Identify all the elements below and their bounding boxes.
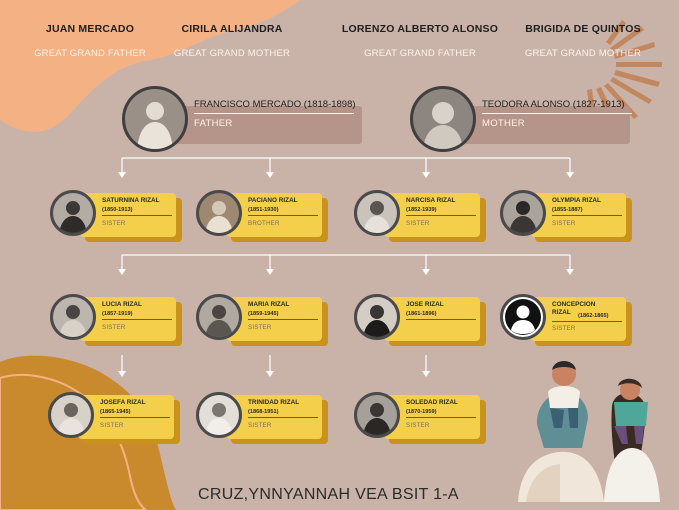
great-grandparent-name: BRIGIDA DE QUINTOS: [525, 23, 641, 35]
child-role: SISTER: [406, 220, 430, 227]
child-portrait: [354, 294, 400, 340]
child-name: NARCISA RIZAL: [406, 197, 456, 204]
child-portrait: [354, 392, 400, 438]
great-grandparent-lorenzo: LORENZO ALBERTO ALONSO GREAT GRAND FATHE…: [340, 23, 500, 59]
child-name: MARIA RIZAL: [248, 301, 290, 308]
child-years: (1857-1919): [102, 311, 133, 317]
child-name: JOSEFA RIZAL: [100, 399, 146, 406]
parent-role: MOTHER: [482, 118, 525, 129]
great-grandparent-role: GREAT GRAND FATHER: [34, 48, 146, 59]
child-card-narcisa: NARCISA RIZAL (1852-1939) SISTER: [354, 190, 486, 242]
child-name: SOLEDAD RIZAL: [406, 399, 458, 406]
child-name: TRINIDAD RIZAL: [248, 399, 300, 406]
child-name: CONCEPCION RIZAL: [552, 301, 596, 316]
parent-father: FRANCISCO MERCADO (1818-1898) FATHER: [122, 86, 362, 152]
child-card-josefa: JOSEFA RIZAL (1865-1945) SISTER: [48, 392, 180, 444]
great-grandparent-name: JUAN MERCADO: [45, 23, 135, 35]
child-portrait: [50, 190, 96, 236]
child-name: JOSE RIZAL: [406, 301, 444, 308]
child-role: SISTER: [248, 324, 272, 331]
parent-name: TEODORA ALONSO (1827-1913): [482, 99, 625, 110]
child-name: PACIANO RIZAL: [248, 197, 298, 204]
child-portrait: [500, 190, 546, 236]
child-portrait: [196, 190, 242, 236]
child-role: SISTER: [552, 220, 576, 227]
child-card-saturnina: SATURNINA RIZAL (1850-1913) SISTER: [50, 190, 182, 242]
child-card-paciano: PACIANO RIZAL (1851-1930) BROTHER: [196, 190, 328, 242]
great-grandparent-brigida: BRIGIDA DE QUINTOS GREAT GRAND MOTHER: [518, 23, 648, 59]
great-grandparent-name: CIRILA ALIJANDRA: [181, 23, 283, 35]
child-years: (1865-1945): [100, 409, 131, 415]
mother-portrait: [410, 86, 476, 152]
father-portrait: [122, 86, 188, 152]
child-card-jose: JOSE RIZAL (1861-1896): [354, 294, 486, 346]
child-card-lucia: LUCIA RIZAL (1857-1919) SISTER: [50, 294, 182, 346]
person-silhouette-icon: [500, 294, 546, 340]
child-name: LUCIA RIZAL: [102, 301, 142, 308]
child-portrait: [50, 294, 96, 340]
child-role: BROTHER: [248, 220, 280, 227]
child-years: (1852-1939): [406, 207, 437, 213]
child-years: (1850-1913): [102, 207, 133, 213]
child-portrait: [196, 294, 242, 340]
great-grandparent-role: GREAT GRAND MOTHER: [524, 48, 642, 59]
child-role: SISTER: [552, 325, 576, 332]
child-role: SISTER: [102, 220, 126, 227]
child-years: (1861-1896): [406, 311, 437, 317]
great-grandparent-juan: JUAN MERCADO GREAT GRAND FATHER: [30, 23, 150, 59]
family-illustration: [518, 361, 660, 502]
child-role: SISTER: [406, 422, 430, 429]
peach-blob-decoration: [0, 0, 300, 132]
great-grandparent-name: LORENZO ALBERTO ALONSO: [341, 23, 499, 35]
child-years: (1868-1951): [248, 409, 279, 415]
child-role: SISTER: [100, 422, 124, 429]
child-years: (1862-1865): [578, 313, 609, 319]
child-role: SISTER: [248, 422, 272, 429]
child-card-soledad: SOLEDAD RIZAL (1870-1959) SISTER: [354, 392, 486, 444]
child-years: (1870-1959): [406, 409, 437, 415]
child-portrait: [354, 190, 400, 236]
child-portrait: [196, 392, 242, 438]
child-card-concepcion: CONCEPCION RIZAL (1862-1865) SISTER: [500, 294, 632, 346]
child-card-olympia: OLYMPIA RIZAL (1855-1887) SISTER: [500, 190, 632, 242]
child-name: OLYMPIA RIZAL: [552, 197, 601, 204]
child-portrait: [48, 392, 94, 438]
great-grandparent-role: GREAT GRAND FATHER: [364, 48, 476, 59]
parent-role: FATHER: [194, 118, 233, 129]
child-card-maria: MARIA RIZAL (1859-1945) SISTER: [196, 294, 328, 346]
child-years: (1855-1887): [552, 207, 583, 213]
child-card-trinidad: TRINIDAD RIZAL (1868-1951) SISTER: [196, 392, 328, 444]
child-years: (1859-1945): [248, 311, 279, 317]
author-footer: CRUZ,YNNYANNAH VEA BSIT 1-A: [198, 486, 459, 503]
great-grandparent-cirila: CIRILA ALIJANDRA GREAT GRAND MOTHER: [168, 23, 296, 59]
parent-mother: TEODORA ALONSO (1827-1913) MOTHER: [410, 86, 640, 152]
child-years: (1851-1930): [248, 207, 279, 213]
child-name: SATURNINA RIZAL: [102, 197, 160, 204]
parent-name: FRANCISCO MERCADO (1818-1898): [194, 99, 356, 110]
child-role: SISTER: [102, 324, 126, 331]
great-grandparent-role: GREAT GRAND MOTHER: [173, 48, 291, 59]
